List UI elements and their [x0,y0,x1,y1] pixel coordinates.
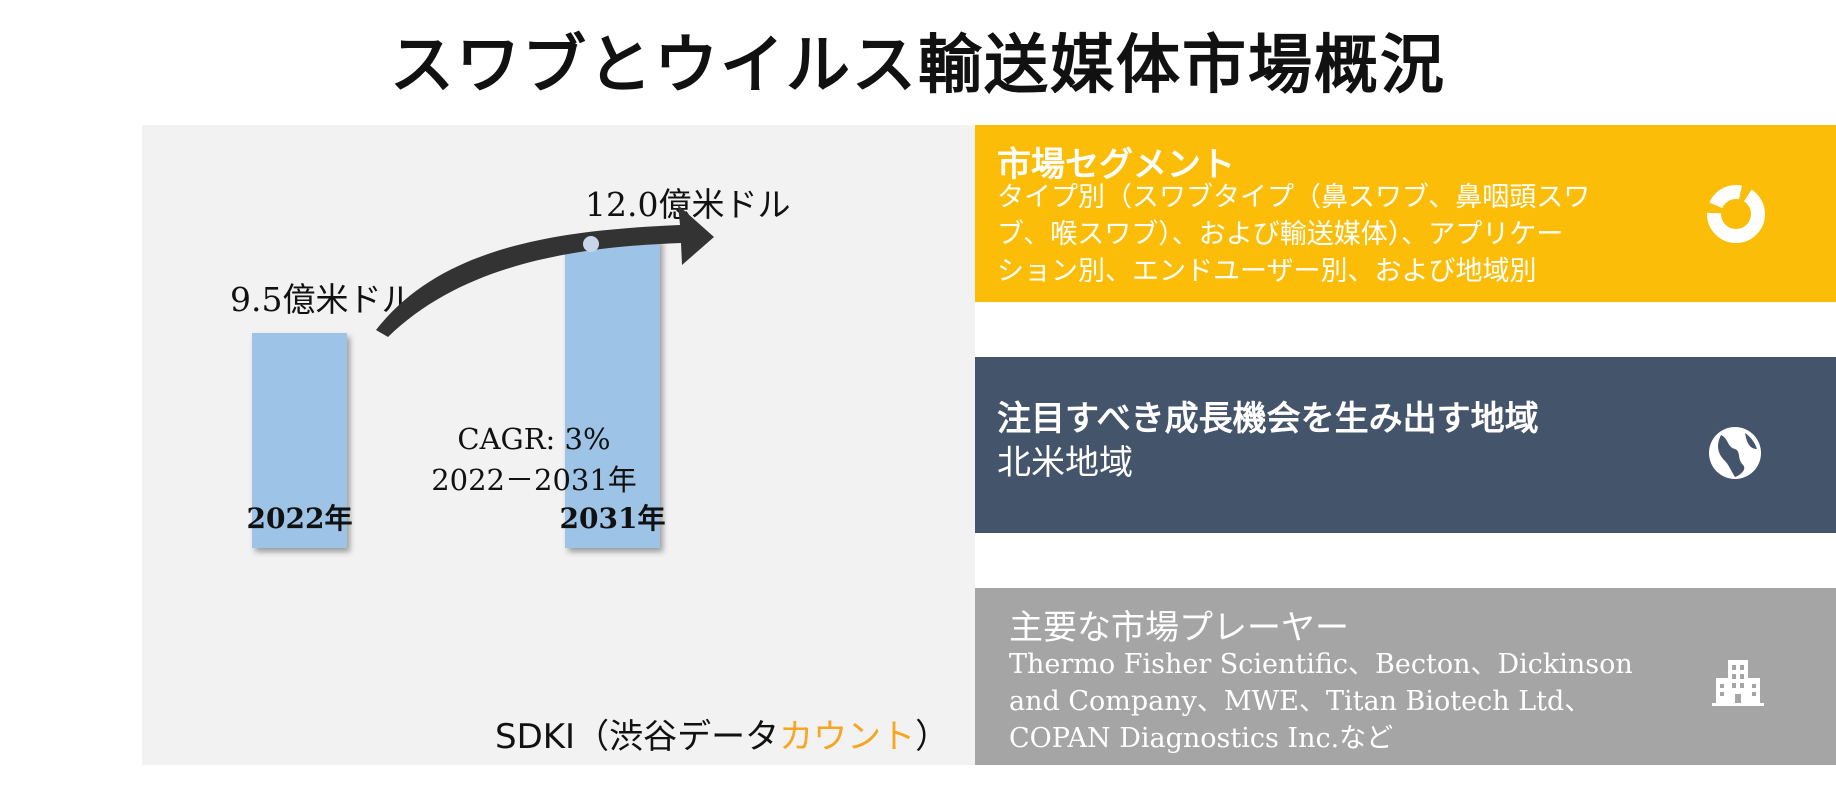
source-accent: カウント [779,717,916,757]
players-panel: 主要な市場プレーヤー Thermo Fisher Scientific、Bect… [975,588,1836,765]
source-prefix: SDKI（渋谷データ [495,717,780,757]
players-heading: 主要な市場プレーヤー [1009,608,1349,648]
chart-panel: 2022年 9.5億米ドル 2031年 12.0億米ドル CAGR: 3% 2022－… [142,125,975,765]
page-title: スワブとウイルス輸送媒体市場概況 [390,28,1446,103]
region-panel: 注目すべき成長機会を生み出す地域 北米地域 [975,357,1836,533]
source-suffix: ） [915,717,950,757]
segments-line-1: タイプ別（スワブタイプ（鼻スワブ、鼻咽頭スワ [997,182,1591,213]
segments-line-3: ション別、エンドユーザー別、および地域別 [997,256,1537,287]
region-heading: 注目すべき成長機会を生み出す地域 [997,399,1539,439]
segments-panel: 市場セグメント タイプ別（スワブタイプ（鼻スワブ、鼻咽頭スワ ブ、喉スワブ）、お… [975,125,1836,302]
globe-icon [1709,427,1761,479]
segments-text: タイプ別（スワブタイプ（鼻スワブ、鼻咽頭スワ ブ、喉スワブ）、および輸送媒体）、… [997,179,1677,290]
bar-0 [252,333,347,548]
growth-arrow [376,205,714,337]
bar-1 [565,238,660,548]
category-label-1: 2031年 [560,502,666,535]
cagr-rate: CAGR: 3% [457,422,610,456]
donut-chart-icon [1707,185,1765,243]
players-line-2: and Company、MWE、Titan Biotech Ltd、 [1009,686,1592,717]
category-label-0: 2022年 [247,502,353,535]
players-line-1: Thermo Fisher Scientific、Becton、Dickinso… [1009,649,1633,680]
players-text: Thermo Fisher Scientific、Becton、Dickinso… [1009,646,1689,757]
value-label-0: 9.5億米ドル [230,280,414,319]
players-line-3: COPAN Diagnostics Inc.など [1009,723,1394,754]
cagr-period: 2022－2031年 [431,463,637,497]
arrow-dot [583,236,599,252]
segments-line-2: ブ、喉スワブ）、および輸送媒体）、アプリケー [997,219,1564,250]
building-icon [1712,660,1764,706]
source-credit: SDKI（渋谷データカウント） [495,709,949,758]
segments-heading: 市場セグメント [997,145,1235,185]
region-value: 北米地域 [997,443,1133,483]
